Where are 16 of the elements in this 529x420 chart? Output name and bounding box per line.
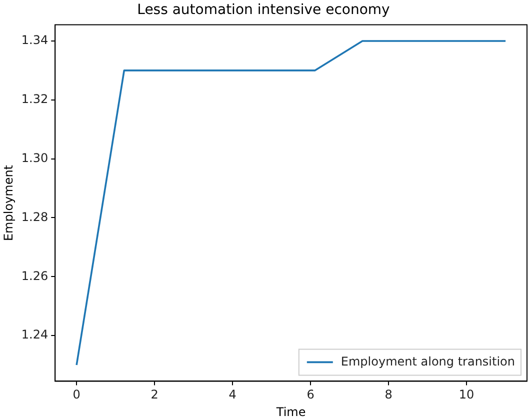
chart-title: Less automation intensive economy <box>137 2 390 18</box>
x-tick-label: 4 <box>228 388 236 402</box>
x-tick-label: 2 <box>150 388 158 402</box>
y-tick-label: 1.32 <box>21 92 48 106</box>
y-tick-label: 1.26 <box>21 268 48 283</box>
y-tick-label: 1.30 <box>21 150 48 165</box>
x-tick-label: 0 <box>72 388 80 402</box>
y-tick-label: 1.24 <box>21 328 48 342</box>
y-tick-label: 1.28 <box>21 210 48 224</box>
y-axis-title: Employment <box>1 164 16 242</box>
x-tick-label: 6 <box>306 388 314 402</box>
x-tick-label: 8 <box>384 388 392 402</box>
x-axis-title: Time <box>275 404 306 419</box>
legend-label: Employment along transition <box>340 354 516 368</box>
x-tick-label: 10 <box>458 388 474 402</box>
y-tick-label: 1.34 <box>21 33 48 48</box>
